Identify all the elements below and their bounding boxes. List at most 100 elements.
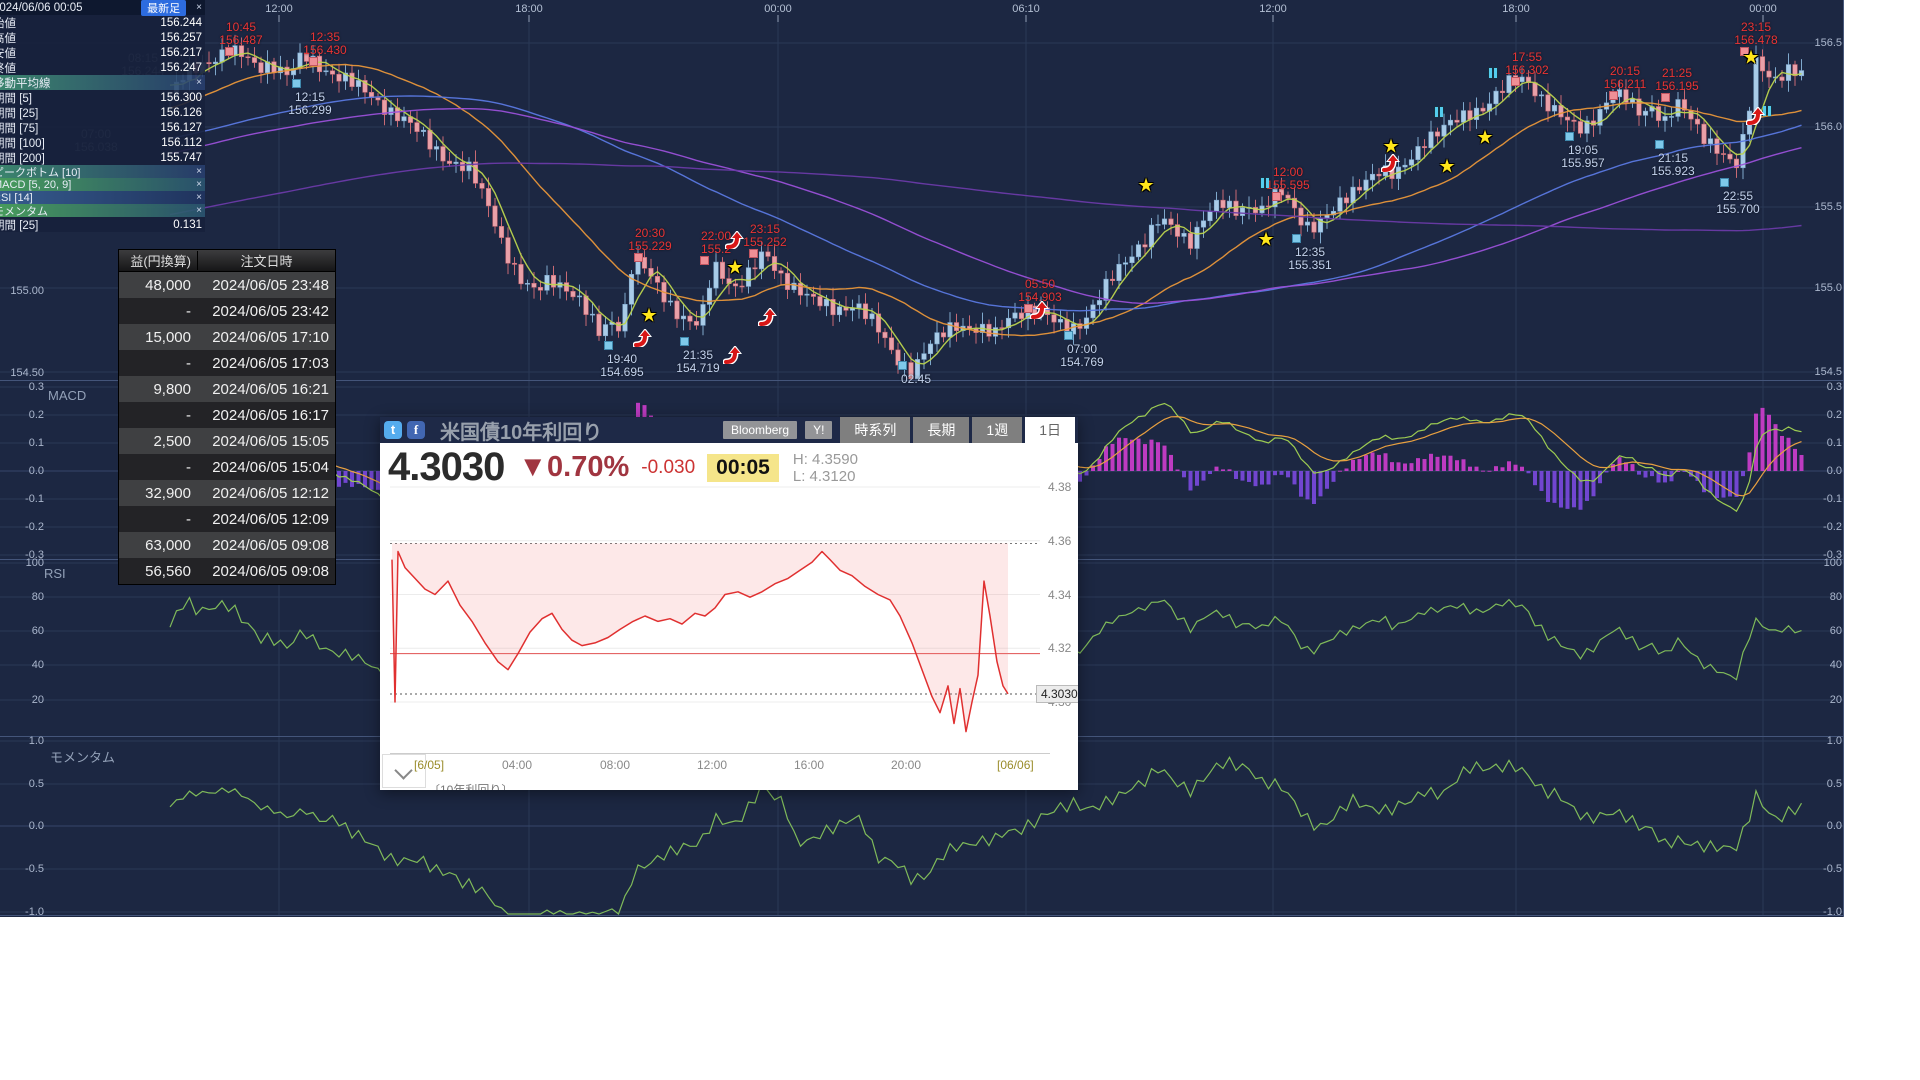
swing-high-marker — [634, 253, 643, 262]
order-pnl: 9,800 — [153, 380, 191, 398]
yield-axis-tick: 4.38 — [1048, 480, 1072, 494]
order-pnl: - — [186, 458, 191, 476]
time-axis-label: 12:00 — [265, 3, 293, 15]
order-row[interactable]: - 2024/06/05 15:04 — [119, 454, 335, 480]
order-datetime: 2024/06/05 23:42 — [212, 302, 329, 320]
order-datetime: 2024/06/05 12:12 — [212, 484, 329, 502]
close-icon[interactable]: × — [196, 77, 202, 88]
swing-label: 19:40 154.695 — [600, 352, 644, 379]
macd-tick-right: -0.1 — [1823, 493, 1842, 505]
chevron-down-icon — [394, 761, 413, 780]
order-datetime: 2024/06/05 16:17 — [212, 406, 329, 424]
quote-value: 156.217 — [160, 46, 202, 59]
price-axis-label-left: 154.50 — [10, 367, 44, 379]
time-axis-label: 00:00 — [1749, 3, 1777, 15]
swing-low-marker — [1655, 140, 1664, 149]
momentum-tick-left: 0.0 — [28, 820, 44, 832]
yield-axis-tick: 4.36 — [1048, 533, 1072, 548]
price-axis-label-right: 155.0 — [1814, 282, 1842, 294]
time-axis-label: 18:00 — [1502, 3, 1530, 15]
ma-row: 期間 [200] 155.747 — [0, 150, 205, 165]
time-axis-label: 00:00 — [764, 3, 792, 15]
swing-high-marker — [1511, 77, 1520, 86]
ma-period-label: 期間 [5] — [0, 92, 32, 105]
quote-value: 156.257 — [160, 31, 202, 44]
collapse-button[interactable] — [382, 754, 426, 788]
ma-value: 156.126 — [160, 106, 202, 119]
rsi-tick-left: 20 — [31, 694, 44, 706]
momentum-period-row: 期間 [25] 0.131 — [0, 217, 205, 232]
popup-value-row: 4.3030 ▼0.70% -0.030 00:05 H: 4.3590 L: … — [388, 445, 858, 490]
momentum-tick-left: -1.0 — [25, 906, 44, 917]
swing-label: 07:00 154.769 — [1060, 342, 1104, 369]
price-axis-label-right: 156.5 — [1814, 37, 1842, 49]
rsi-tick-right: 40 — [1829, 659, 1842, 671]
close-icon[interactable]: × — [196, 179, 202, 190]
swing-low-marker — [292, 79, 301, 88]
order-row[interactable]: 48,000 2024/06/05 23:48 — [119, 272, 335, 298]
provider-badge[interactable]: Y! — [805, 421, 833, 439]
price-axis-label-right: 155.5 — [1814, 201, 1842, 213]
order-row[interactable]: 32,900 2024/06/05 12:12 — [119, 480, 335, 506]
rsi-tick-left: 100 — [25, 557, 44, 569]
swing-low-marker — [680, 337, 689, 346]
buy-signal-arrow-icon — [1030, 301, 1050, 319]
order-row[interactable]: - 2024/06/05 23:42 — [119, 298, 335, 324]
momentum-tick-right: -0.5 — [1823, 863, 1842, 875]
momentum-panel-label: モメンタム — [50, 750, 116, 765]
close-icon[interactable]: × — [196, 205, 202, 216]
order-datetime: 2024/06/05 12:09 — [212, 510, 329, 528]
close-icon[interactable]: × — [196, 192, 202, 203]
order-row[interactable]: 56,560 2024/06/05 09:08 — [119, 558, 335, 584]
star-marker: ★ — [726, 257, 744, 279]
macd-tick-right: -0.2 — [1823, 521, 1842, 533]
latest-bar-badge[interactable]: 最新足 — [141, 0, 187, 16]
popup-tab-item[interactable]: 長期 — [913, 417, 970, 443]
popup-tab-item[interactable]: 1週 — [972, 417, 1023, 443]
swing-label: 22:55 155.700 — [1716, 189, 1760, 216]
twitter-icon[interactable]: t — [384, 421, 402, 439]
yield-line-chart[interactable] — [380, 417, 1078, 790]
popup-title: 米国債10年利回り — [440, 421, 603, 444]
star-marker: ★ — [640, 305, 658, 327]
popup-tab-item[interactable]: 時系列 — [840, 417, 911, 443]
order-row[interactable]: 2,500 2024/06/05 15:05 — [119, 428, 335, 454]
provider-badge[interactable]: Bloomberg — [723, 421, 798, 439]
buy-signal-arrow-icon — [1746, 107, 1766, 125]
swing-high-marker — [1272, 192, 1281, 201]
order-datetime: 2024/06/05 09:08 — [212, 536, 329, 554]
rsi-tick-left: 40 — [31, 659, 44, 671]
indicator-section-row: ピークボトム [10] × — [0, 165, 205, 179]
order-datetime: 2024/06/05 17:10 — [212, 328, 329, 346]
star-marker: ★ — [1742, 47, 1760, 69]
swing-high-marker — [1609, 91, 1618, 100]
order-row[interactable]: 15,000 2024/06/05 17:10 — [119, 324, 335, 350]
swing-label: 12:15 156.299 — [288, 90, 332, 117]
yield-value: 4.3030 — [388, 445, 505, 489]
swing-label: 22:00 155.2 — [700, 229, 732, 256]
close-icon[interactable]: × — [196, 2, 202, 13]
swing-label: 17:55 156.302 — [1505, 50, 1549, 77]
facebook-icon[interactable]: f — [407, 421, 425, 439]
star-marker: ★ — [1438, 156, 1456, 178]
quote-value: 156.247 — [160, 61, 202, 74]
order-row[interactable]: - 2024/06/05 16:17 — [119, 402, 335, 428]
order-row[interactable]: - 2024/06/05 12:09 — [119, 506, 335, 532]
momentum-tick-right: 0.0 — [1826, 820, 1842, 832]
ohlc-indicator-panel: 2024/06/06 00:05最新足×始値156.244高値156.257安値… — [0, 0, 205, 232]
ma-section-label: 移動平均線 — [0, 77, 51, 90]
close-icon[interactable]: × — [196, 166, 202, 177]
order-row[interactable]: 63,000 2024/06/05 09:08 — [119, 532, 335, 558]
swing-high-marker — [1024, 304, 1033, 313]
order-row[interactable]: - 2024/06/05 17:03 — [119, 350, 335, 376]
popup-tabs: 時系列 長期 1週 1日 — [840, 417, 1078, 443]
yield-change-percent: ▼0.70% — [518, 451, 630, 483]
swing-label: 21:25 156.195 — [1655, 66, 1699, 93]
swing-high-marker — [1661, 93, 1670, 102]
order-pnl: - — [186, 406, 191, 424]
momentum-tick-left: 1.0 — [28, 735, 44, 747]
popup-tab-active[interactable]: 1日 — [1025, 417, 1075, 443]
order-row[interactable]: 9,800 2024/06/05 16:21 — [119, 376, 335, 402]
buy-signal-arrow-icon — [758, 308, 778, 326]
